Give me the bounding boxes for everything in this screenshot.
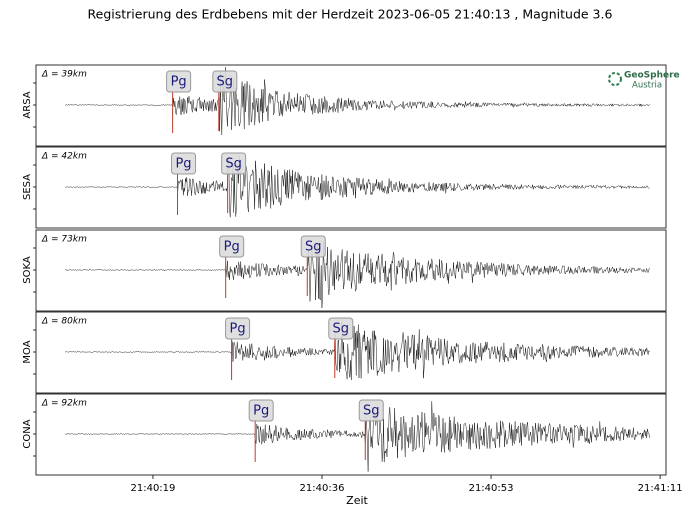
x-axis-label: Zeit: [346, 494, 368, 507]
pick-box: [248, 399, 274, 422]
station-label: CONA: [22, 419, 33, 448]
panel-frame: [35, 311, 667, 394]
panel-frame: [35, 146, 667, 229]
station-label: SESA: [22, 174, 33, 200]
pick-box: [219, 235, 245, 258]
panel-frame: [35, 229, 667, 312]
chart-title: Registrierung des Erdbebens mit der Herd…: [88, 7, 613, 22]
distance-label: Δ = 42km: [41, 152, 87, 162]
pick-label: Pg: [175, 157, 191, 172]
distance-label: Δ = 80km: [41, 317, 87, 327]
station-label: SOKA: [22, 256, 33, 284]
pick-box: [166, 70, 192, 93]
pick-label: Sg: [305, 240, 322, 255]
waveform: [65, 401, 650, 472]
pick-box: [300, 235, 326, 258]
panel-frame: [35, 64, 667, 147]
pick-box: [212, 70, 238, 93]
pick-box: [328, 317, 354, 340]
pick-label: Sg: [217, 75, 234, 90]
logo-mark: [608, 72, 622, 86]
pick-box: [221, 152, 247, 175]
pick-label: Pg: [224, 240, 240, 255]
logo-text: GeoSphere: [624, 71, 680, 81]
station-label: MOA: [22, 340, 33, 363]
panel-frame: [35, 393, 667, 476]
pick-label: Sg: [333, 322, 350, 337]
x-tick-label: 21:41:11: [638, 483, 683, 494]
waveform: [64, 241, 650, 309]
pick-label: Pg: [171, 75, 187, 90]
waveform: [64, 66, 650, 135]
pick-label: Sg: [363, 404, 380, 419]
distance-label: Δ = 92km: [41, 399, 87, 409]
station-label: ARSA: [22, 91, 33, 118]
logo-text: Austria: [632, 81, 662, 91]
waveform: [65, 321, 650, 381]
x-tick-label: 21:40:19: [130, 483, 175, 494]
pick-box: [358, 399, 384, 422]
pick-label: Pg: [230, 322, 246, 337]
pick-label: Pg: [253, 404, 269, 419]
distance-label: Δ = 73km: [41, 235, 87, 245]
pick-box: [171, 152, 197, 175]
waveform: [64, 156, 650, 218]
distance-label: Δ = 39km: [41, 70, 87, 80]
x-tick-label: 21:40:36: [300, 483, 345, 494]
x-tick-label: 21:40:53: [469, 483, 514, 494]
pick-box: [225, 317, 251, 340]
pick-label: Sg: [225, 157, 242, 172]
